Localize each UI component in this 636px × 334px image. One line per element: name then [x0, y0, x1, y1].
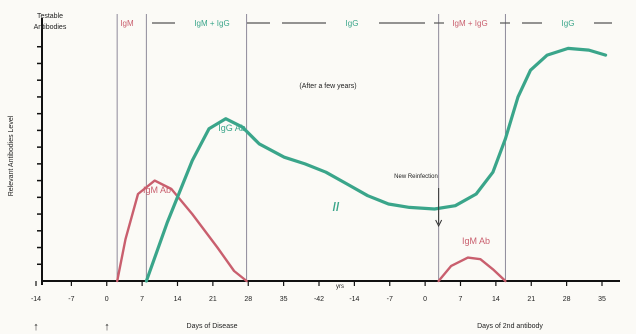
x-tick-label: 7	[459, 296, 463, 303]
x-tick-label: 35	[598, 296, 606, 303]
x-tick-label: 28	[563, 296, 571, 303]
text-layer: IgM Ab IgG Ab IgM Ab // Testable Antibodies Ig…	[8, 13, 612, 333]
series-layer	[116, 46, 608, 283]
x-tick-label: 28	[244, 296, 252, 303]
curve-break-mark: //	[333, 200, 340, 214]
reinfection-arrowhead	[435, 219, 443, 228]
annotation-reinfection: New Reinfection	[394, 174, 438, 180]
x-tick-label: -14	[349, 296, 359, 303]
axes: -14 -7 0 7 14 21 28 35 -42 -14 -7 0 7 14 21 28 35 yrs	[31, 18, 620, 303]
phase-label: IgG	[346, 19, 359, 28]
x-tick-label: -7	[68, 296, 74, 303]
corner-label-line-1: Testable	[37, 13, 63, 20]
x-tick-label: 35	[280, 296, 288, 303]
x-axis-break-label: yrs	[336, 284, 344, 290]
phase-label: IgG	[562, 19, 575, 28]
phase-dividers	[116, 14, 506, 281]
series-label-igm-ab: IgM Ab	[143, 185, 171, 195]
phase-label: IgM + IgG	[452, 19, 487, 28]
annotation-years: (After a few years)	[299, 83, 356, 90]
series-line	[116, 179, 248, 283]
y-axis-label: Relevant Antibodies Level	[8, 115, 15, 196]
x-tick-label: 7	[140, 296, 144, 303]
phase-label: IgM + IgG	[194, 19, 229, 28]
x-section-label-2: Days of 2nd antibody	[477, 323, 543, 330]
series-label-igm-ab-2: IgM Ab	[462, 236, 490, 246]
phase-label: IgM	[120, 19, 134, 28]
x-tick-label: 14	[492, 296, 500, 303]
x-tick-label: -14	[31, 296, 41, 303]
x-section-label-1: Days of Disease	[187, 323, 238, 330]
x-tick-label: 21	[209, 296, 217, 303]
x-tick-label: 14	[174, 296, 182, 303]
series-label-igg-ab: IgG Ab	[218, 123, 246, 133]
x-tick-label: -42	[314, 296, 324, 303]
series-line	[144, 46, 608, 283]
x-tick-label: -7	[387, 296, 393, 303]
onset-arrow-2: ↑	[104, 321, 110, 333]
series-line	[437, 256, 507, 283]
corner-label-line-2: Antibodies	[34, 24, 67, 31]
x-tick-label: 21	[527, 296, 535, 303]
x-tick-label: 0	[105, 296, 109, 303]
onset-arrow-1: ↑	[33, 321, 39, 333]
x-tick-label: 0	[423, 296, 427, 303]
